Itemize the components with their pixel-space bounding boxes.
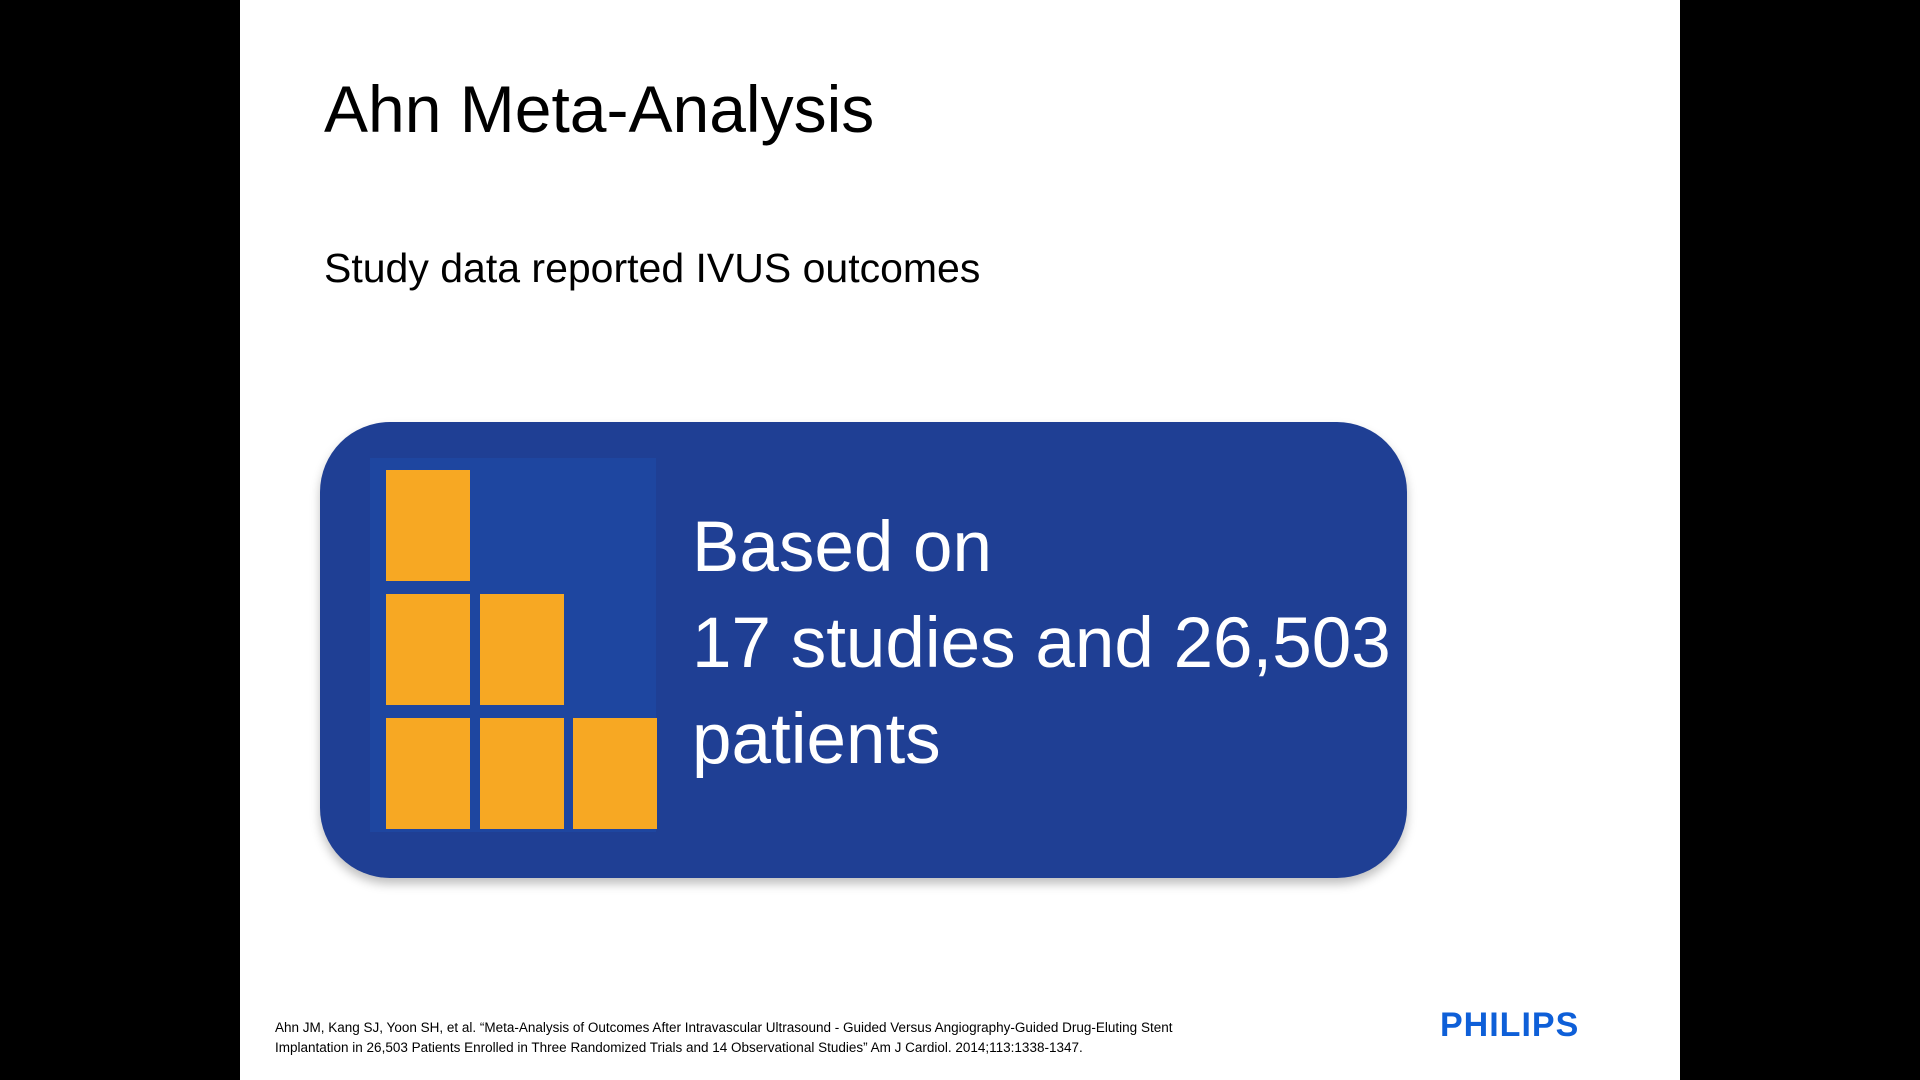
- citation-line-1: Ahn JM, Kang SJ, Yoon SH, et al. “Meta-A…: [275, 1020, 1173, 1035]
- block-6: [573, 718, 657, 829]
- citation-line-2: Implantation in 26,503 Patients Enrolled…: [275, 1040, 1083, 1055]
- block-1: [386, 470, 470, 581]
- block-5: [480, 718, 564, 829]
- block-3: [480, 594, 564, 705]
- stat-box: Based on 17 studies and 26,503 patients: [320, 422, 1407, 878]
- stat-line-3: patients: [692, 700, 941, 779]
- slide-title: Ahn Meta-Analysis: [324, 72, 875, 146]
- philips-logo: PHILIPS: [1440, 1006, 1580, 1044]
- stat-line-2: 17 studies and 26,503: [692, 604, 1391, 683]
- block-4: [386, 718, 470, 829]
- block-2: [386, 594, 470, 705]
- stat-text: Based on 17 studies and 26,503 patients: [692, 500, 1391, 788]
- slide: Ahn Meta-Analysis Study data reported IV…: [240, 0, 1680, 1080]
- slide-subtitle: Study data reported IVUS outcomes: [324, 245, 981, 291]
- stat-line-1: Based on: [692, 508, 993, 587]
- citation: Ahn JM, Kang SJ, Yoon SH, et al. “Meta-A…: [275, 1018, 1295, 1058]
- stacked-blocks-icon: [370, 458, 657, 832]
